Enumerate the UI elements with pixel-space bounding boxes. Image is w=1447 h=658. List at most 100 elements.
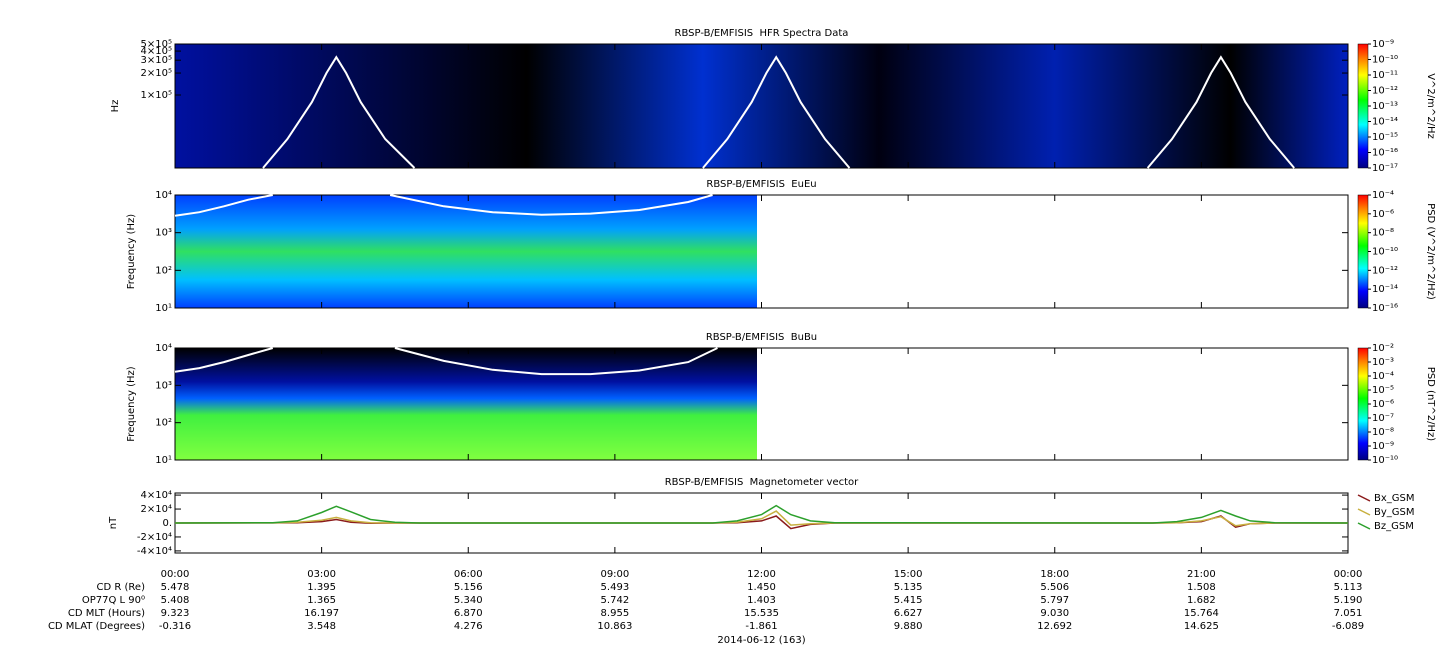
date-label: 2014-06-12 (163) (717, 635, 805, 646)
ephemeris-value: 5.478 (161, 582, 190, 593)
colorbar-tick-label: 10⁻¹⁰ (1372, 55, 1398, 66)
ephemeris-value: 5.415 (894, 595, 923, 606)
panel-title: RBSP-B/EMFISIS Magnetometer vector (665, 477, 859, 488)
ephemeris-value: 5.113 (1334, 582, 1363, 593)
colorbar-tick-label: 10⁻¹⁴ (1372, 284, 1398, 295)
ephemeris-value: 12.692 (1037, 621, 1072, 632)
ephemeris-value: 9.030 (1040, 608, 1069, 619)
ephemeris-value: 15.535 (744, 608, 779, 619)
colorbar-tick-label: 10⁻⁶ (1372, 399, 1394, 410)
colorbar-tick-label: 10⁻¹⁶ (1372, 148, 1398, 159)
colorbar-tick-label: 10⁻¹⁰ (1372, 455, 1398, 466)
ephemeris-label: CD MLT (Hours) (68, 608, 145, 619)
colorbar-tick-label: 10⁻¹⁵ (1372, 132, 1398, 143)
ephemeris-value: 1.682 (1187, 595, 1216, 606)
legend-label: Bx_GSM (1374, 493, 1415, 504)
ephemeris-value: 5.156 (454, 582, 483, 593)
ephemeris-value: -1.861 (745, 621, 777, 632)
y-axis-label: Frequency (Hz) (126, 366, 137, 442)
y-tick-label: 10³ (155, 228, 172, 239)
colorbar-label: PSD (nT^2/Hz) (1425, 367, 1436, 441)
ephemeris-value: 5.506 (1040, 582, 1069, 593)
colorbar-tick-label: 10⁻³ (1372, 357, 1394, 368)
ephemeris-value: 5.340 (454, 595, 483, 606)
y-tick-label: 5×10⁵ (141, 39, 172, 50)
colorbar-tick-label: 10⁻⁹ (1372, 441, 1394, 452)
x-tick-label: 18:00 (1040, 569, 1069, 580)
panel-title: RBSP-B/EMFISIS EuEu (706, 179, 816, 190)
colorbar-tick-label: 10⁻⁸ (1372, 427, 1394, 438)
colorbar (1357, 194, 1369, 309)
ephemeris-value: 5.742 (601, 595, 630, 606)
ephemeris-label: OP77Q L 90⁰ (82, 595, 145, 606)
colorbar-tick-label: 10⁻¹⁰ (1372, 247, 1398, 258)
colorbar-tick-label: 10⁻⁵ (1372, 385, 1394, 396)
y-axis-label: Hz (110, 100, 121, 113)
y-tick-label: 3×10⁵ (141, 55, 172, 66)
y-tick-label: 10¹ (155, 303, 172, 314)
x-tick-label: 12:00 (747, 569, 776, 580)
ephemeris-value: 1.450 (747, 582, 776, 593)
ephemeris-value: 15.764 (1184, 608, 1219, 619)
ephemeris-value: 4.276 (454, 621, 483, 632)
cutoff-curve (174, 194, 713, 217)
ephemeris-label: CD R (Re) (97, 582, 146, 593)
ephemeris-value: 3.548 (307, 621, 336, 632)
legend-label: Bz_GSM (1374, 521, 1414, 532)
ephemeris-value: 5.190 (1334, 595, 1363, 606)
y-tick-label: 0. (162, 518, 172, 529)
colorbar-label: V^2/m^2/Hz (1425, 73, 1436, 139)
ephemeris-value: 6.870 (454, 608, 483, 619)
colorbar-tick-label: 10⁻⁸ (1372, 228, 1394, 239)
series-line (174, 510, 1348, 527)
ephemeris-value: 1.403 (747, 595, 776, 606)
ephemeris-value: 5.797 (1040, 595, 1069, 606)
ephemeris-value: 10.863 (597, 621, 632, 632)
ephemeris-value: 8.955 (601, 608, 630, 619)
legend-swatch (1357, 494, 1371, 502)
y-tick-label: 4×10⁵ (141, 46, 172, 57)
ephemeris-value: 1.508 (1187, 582, 1216, 593)
y-tick-label: 10⁴ (155, 190, 172, 201)
cutoff-curve (262, 55, 1295, 169)
y-tick-label: 10² (155, 418, 172, 429)
y-axis-label: nT (108, 516, 119, 529)
x-tick-label: 03:00 (307, 569, 336, 580)
y-tick-label: 4×10⁴ (141, 490, 172, 501)
colorbar-tick-label: 10⁻⁴ (1372, 190, 1394, 201)
ephemeris-value: 5.135 (894, 582, 923, 593)
x-tick-label: 00:00 (1334, 569, 1363, 580)
ephemeris-value: -0.316 (159, 621, 191, 632)
y-tick-label: 10⁴ (155, 343, 172, 354)
y-axis-label: Frequency (Hz) (126, 214, 137, 290)
spectrogram-image (175, 195, 757, 308)
ephemeris-value: 16.197 (304, 608, 339, 619)
x-tick-label: 06:00 (454, 569, 483, 580)
ephemeris-label: CD MLAT (Degrees) (48, 621, 145, 632)
colorbar (1357, 347, 1369, 461)
colorbar-tick-label: 10⁻¹⁴ (1372, 117, 1398, 128)
colorbar-tick-label: 10⁻¹² (1372, 265, 1398, 276)
ephemeris-value: 9.880 (894, 621, 923, 632)
y-tick-label: -4×10⁴ (137, 546, 172, 557)
colorbar-tick-label: 10⁻¹⁶ (1372, 303, 1398, 314)
colorbar-tick-label: 10⁻⁴ (1372, 371, 1394, 382)
ephemeris-value: 6.627 (894, 608, 923, 619)
spectrogram-image (175, 44, 1348, 168)
panel-title: RBSP-B/EMFISIS HFR Spectra Data (675, 28, 849, 39)
y-tick-label: 10³ (155, 380, 172, 391)
colorbar-tick-label: 10⁻² (1372, 343, 1394, 354)
y-tick-label: 1×10⁵ (141, 90, 172, 101)
cutoff-curve (174, 347, 718, 376)
colorbar-tick-label: 10⁻¹³ (1372, 101, 1398, 112)
ephemeris-value: 14.625 (1184, 621, 1219, 632)
ephemeris-value: 7.051 (1334, 608, 1363, 619)
colorbar-tick-label: 10⁻¹² (1372, 86, 1398, 97)
colorbar (1357, 43, 1369, 169)
y-tick-label: 2×10⁵ (141, 68, 172, 79)
legend-label: By_GSM (1374, 507, 1415, 518)
ephemeris-value: 5.408 (161, 595, 190, 606)
colorbar-tick-label: 10⁻⁹ (1372, 39, 1394, 50)
